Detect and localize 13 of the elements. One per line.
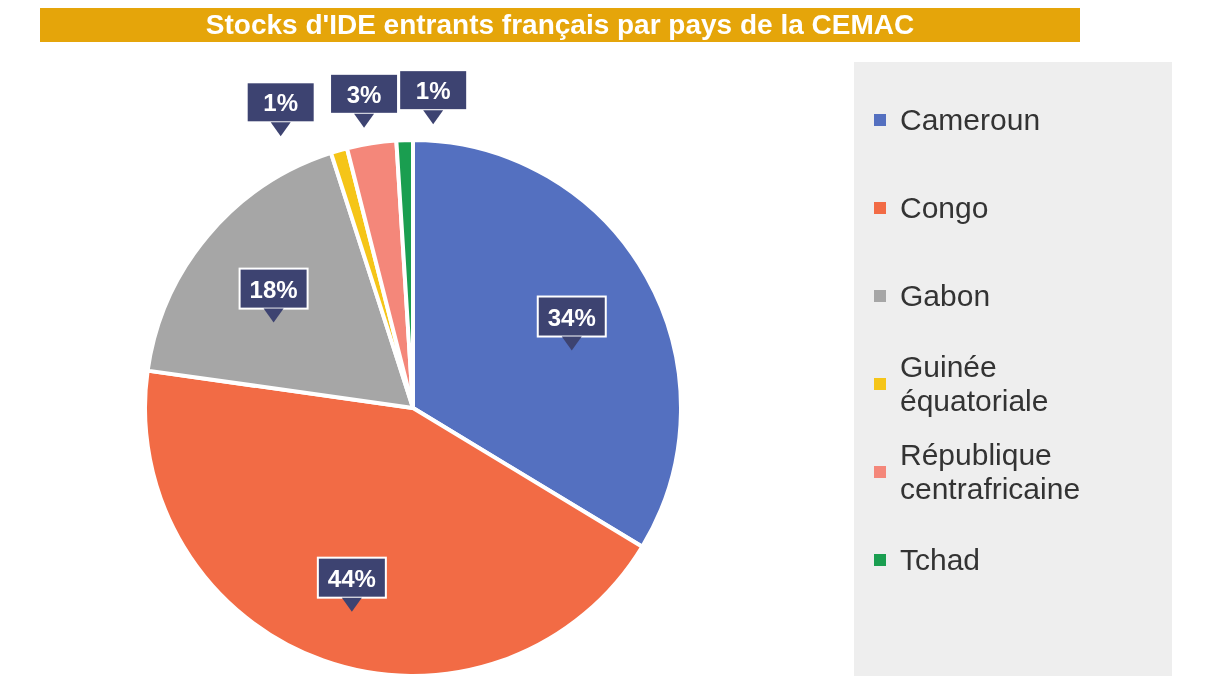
legend-label: Gabon	[900, 279, 991, 313]
legend-label: Guinée équatoriale	[900, 350, 1050, 418]
legend-label: République centrafricaine	[900, 438, 1082, 506]
data-label: 3%	[346, 80, 382, 108]
data-label: 18%	[249, 275, 298, 303]
chart-title: Stocks d'IDE entrants français par pays de la CEMAC	[40, 8, 1080, 42]
data-label: 1%	[415, 77, 451, 105]
data-label: 1%	[263, 89, 299, 117]
legend-label: Congo	[900, 191, 989, 225]
data-label: 44%	[327, 564, 376, 592]
data-label: 34%	[547, 303, 596, 331]
legend-label: Tchad	[900, 543, 981, 577]
legend-label: Cameroun	[900, 103, 1041, 137]
